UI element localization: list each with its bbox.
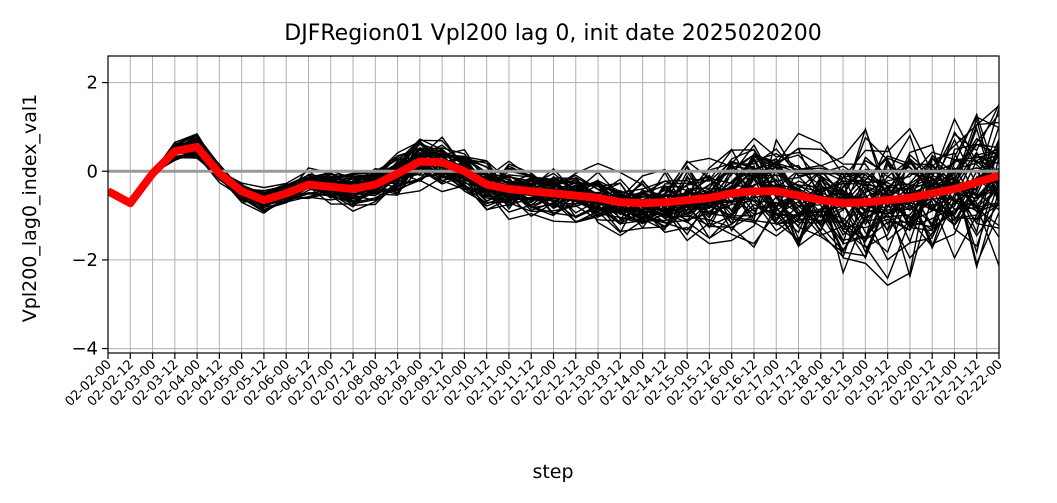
y-axis-label: Vpl200_lag0_index_val1 [19, 94, 41, 322]
y-tick-label: −2 [71, 250, 98, 271]
chart-title: DJFRegion01 Vpl200 lag 0, init date 2025… [284, 21, 821, 46]
y-tick-label: 2 [87, 73, 98, 94]
y-tick-label: −4 [71, 339, 98, 360]
x-axis-label: step [532, 461, 573, 483]
plot-area: −4−20202-02-0002-02-1202-03-0002-03-1202… [62, 55, 1006, 410]
ensemble-member-line [108, 140, 999, 249]
highlight-series-line [108, 142, 999, 208]
series-group [108, 104, 999, 287]
y-tick-label: 0 [87, 161, 98, 182]
ensemble-member-line [108, 134, 999, 230]
